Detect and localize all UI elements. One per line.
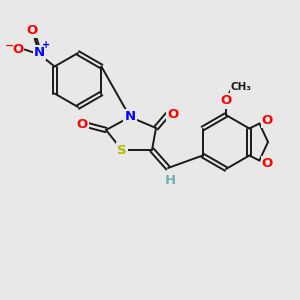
Text: N: N [124,110,136,124]
Text: O: O [262,114,273,127]
Text: H: H [164,173,175,187]
Text: O: O [220,94,232,107]
Text: O: O [167,107,178,121]
Text: S: S [117,143,127,157]
Text: CH₃: CH₃ [230,82,251,92]
Text: N: N [34,46,45,59]
Text: O: O [12,43,23,56]
Text: +: + [42,40,50,50]
Text: O: O [26,24,37,37]
Text: −: − [5,40,14,50]
Text: O: O [262,157,273,170]
Text: O: O [76,118,88,131]
